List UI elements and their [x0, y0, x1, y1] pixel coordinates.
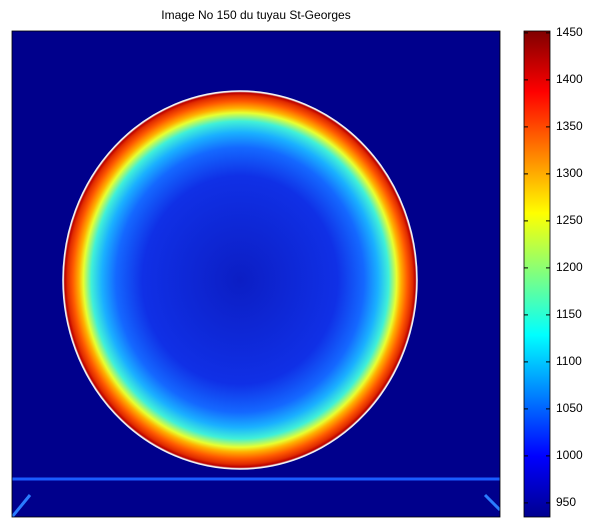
colorbar-tick-label: 1100 — [556, 354, 582, 368]
pipe-edge — [12, 494, 32, 517]
colorbar-tick-label: 1450 — [556, 25, 583, 39]
colorbar — [523, 30, 551, 518]
pipe-section — [62, 90, 418, 470]
colorbar-tick-label: 1250 — [556, 213, 583, 227]
pipe-edge — [483, 493, 500, 512]
colorbar-tick-label: 1150 — [556, 307, 582, 321]
colorbar-tick-label: 1300 — [556, 166, 583, 180]
image-frame — [11, 30, 501, 518]
colorbar-tick-label: 1400 — [556, 72, 583, 86]
colorbar-tick-label: 1000 — [556, 448, 583, 462]
colorbar-tick-label: 1050 — [556, 401, 583, 415]
colorbar-tick-label: 1350 — [556, 119, 583, 133]
colorbar-tick-label: 1200 — [556, 260, 583, 274]
chart-title: Image No 150 du tuyau St-Georges — [161, 8, 350, 22]
image — [12, 31, 500, 517]
colorbar-tick-label: 950 — [556, 495, 576, 509]
